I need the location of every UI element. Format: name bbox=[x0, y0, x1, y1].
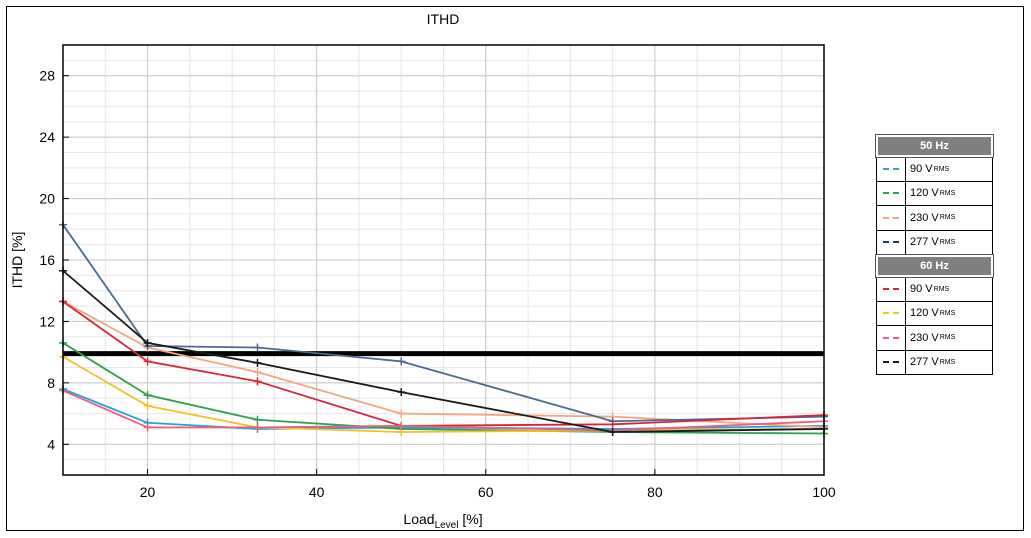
series-line bbox=[62, 300, 825, 427]
y-tick-label: 20 bbox=[39, 191, 55, 207]
data-point bbox=[397, 388, 406, 397]
series-group bbox=[59, 220, 828, 438]
data-point bbox=[143, 423, 152, 432]
legend-group-50hz: 50 Hz bbox=[875, 134, 994, 158]
legend-label: 230 V RMS bbox=[905, 206, 955, 230]
legend-label: 90 V RMS bbox=[905, 158, 949, 181]
data-point bbox=[253, 423, 262, 432]
legend-label: 90 V RMS bbox=[905, 278, 949, 301]
series-line bbox=[62, 300, 825, 429]
x-tick-label: 100 bbox=[812, 484, 836, 500]
legend-item-60hz-0: 90 V RMS bbox=[876, 277, 993, 302]
legend-entries-50hz: 90 V RMS 120 V RMS 230 V RMS 277 V RMS bbox=[876, 157, 993, 255]
chart-title: ITHD bbox=[427, 11, 460, 27]
data-point bbox=[397, 409, 406, 418]
legend-swatch bbox=[877, 216, 905, 219]
data-point bbox=[253, 343, 262, 352]
series-line bbox=[62, 355, 825, 433]
x-tick-label: 40 bbox=[309, 484, 325, 500]
data-point bbox=[608, 428, 617, 436]
series-line bbox=[62, 224, 825, 423]
legend-label: 120 V RMS bbox=[905, 181, 955, 205]
legend-label: 277 V RMS bbox=[905, 350, 955, 374]
legend-swatch bbox=[877, 312, 905, 315]
legend-swatch bbox=[877, 192, 905, 195]
legend-swatch bbox=[877, 336, 905, 339]
x-axis-label-sub: Level bbox=[435, 520, 459, 531]
legend-item-60hz-1: 120 V RMS bbox=[876, 301, 993, 326]
legend-label: 277 V RMS bbox=[905, 230, 955, 254]
series-line bbox=[62, 270, 825, 433]
data-point bbox=[397, 357, 406, 366]
legend-entries-60hz: 90 V RMS 120 V RMS 230 V RMS 277 V RMS bbox=[876, 277, 993, 375]
data-point bbox=[253, 358, 262, 367]
y-tick-label: 8 bbox=[47, 375, 55, 391]
data-point bbox=[143, 338, 152, 347]
data-point bbox=[253, 377, 262, 386]
data-point bbox=[143, 357, 152, 366]
x-axis-label-unit: [%] bbox=[458, 511, 482, 527]
data-point bbox=[253, 368, 262, 377]
legend-swatch bbox=[877, 241, 905, 244]
tick-labels: 20 40 60 80 100 4 8 12 16 20 24 28 bbox=[39, 68, 835, 500]
legend-swatch bbox=[877, 288, 905, 291]
y-tick-label: 12 bbox=[39, 313, 55, 329]
legend-group-60hz: 60 Hz bbox=[875, 254, 994, 278]
legend-label: 230 V RMS bbox=[905, 326, 955, 350]
series-line bbox=[62, 389, 825, 432]
x-axis-label-main: Load bbox=[403, 511, 434, 527]
legend: 50 Hz 90 V RMS 120 V RMS 230 V RMS 277 V RMS 60… bbox=[875, 134, 994, 375]
legend-item-50hz-0: 90 V RMS bbox=[876, 157, 993, 182]
y-tick-label: 28 bbox=[39, 68, 55, 84]
data-point bbox=[397, 421, 406, 430]
chart-frame bbox=[6, 6, 1024, 531]
data-point bbox=[143, 401, 152, 410]
y-tick-label: 16 bbox=[39, 252, 55, 268]
legend-label: 120 V RMS bbox=[905, 301, 955, 325]
legend-item-60hz-3: 277 V RMS bbox=[876, 350, 993, 375]
x-axis-label: LoadLevel [%] bbox=[403, 511, 482, 531]
legend-item-50hz-3: 277 V RMS bbox=[876, 230, 993, 255]
legend-swatch bbox=[877, 361, 905, 364]
data-point bbox=[253, 415, 262, 424]
legend-swatch bbox=[877, 168, 905, 171]
y-axis-label: ITHD [%] bbox=[9, 232, 25, 289]
x-tick-label: 80 bbox=[647, 484, 663, 500]
x-tick-label: 60 bbox=[478, 484, 494, 500]
x-tick-label: 20 bbox=[140, 484, 156, 500]
legend-item-60hz-2: 230 V RMS bbox=[876, 326, 993, 351]
legend-item-50hz-1: 120 V RMS bbox=[876, 181, 993, 206]
y-tick-label: 24 bbox=[39, 129, 55, 145]
y-tick-label: 4 bbox=[47, 436, 55, 452]
data-point bbox=[143, 391, 152, 400]
grid bbox=[62, 44, 825, 476]
legend-item-50hz-2: 230 V RMS bbox=[876, 206, 993, 231]
